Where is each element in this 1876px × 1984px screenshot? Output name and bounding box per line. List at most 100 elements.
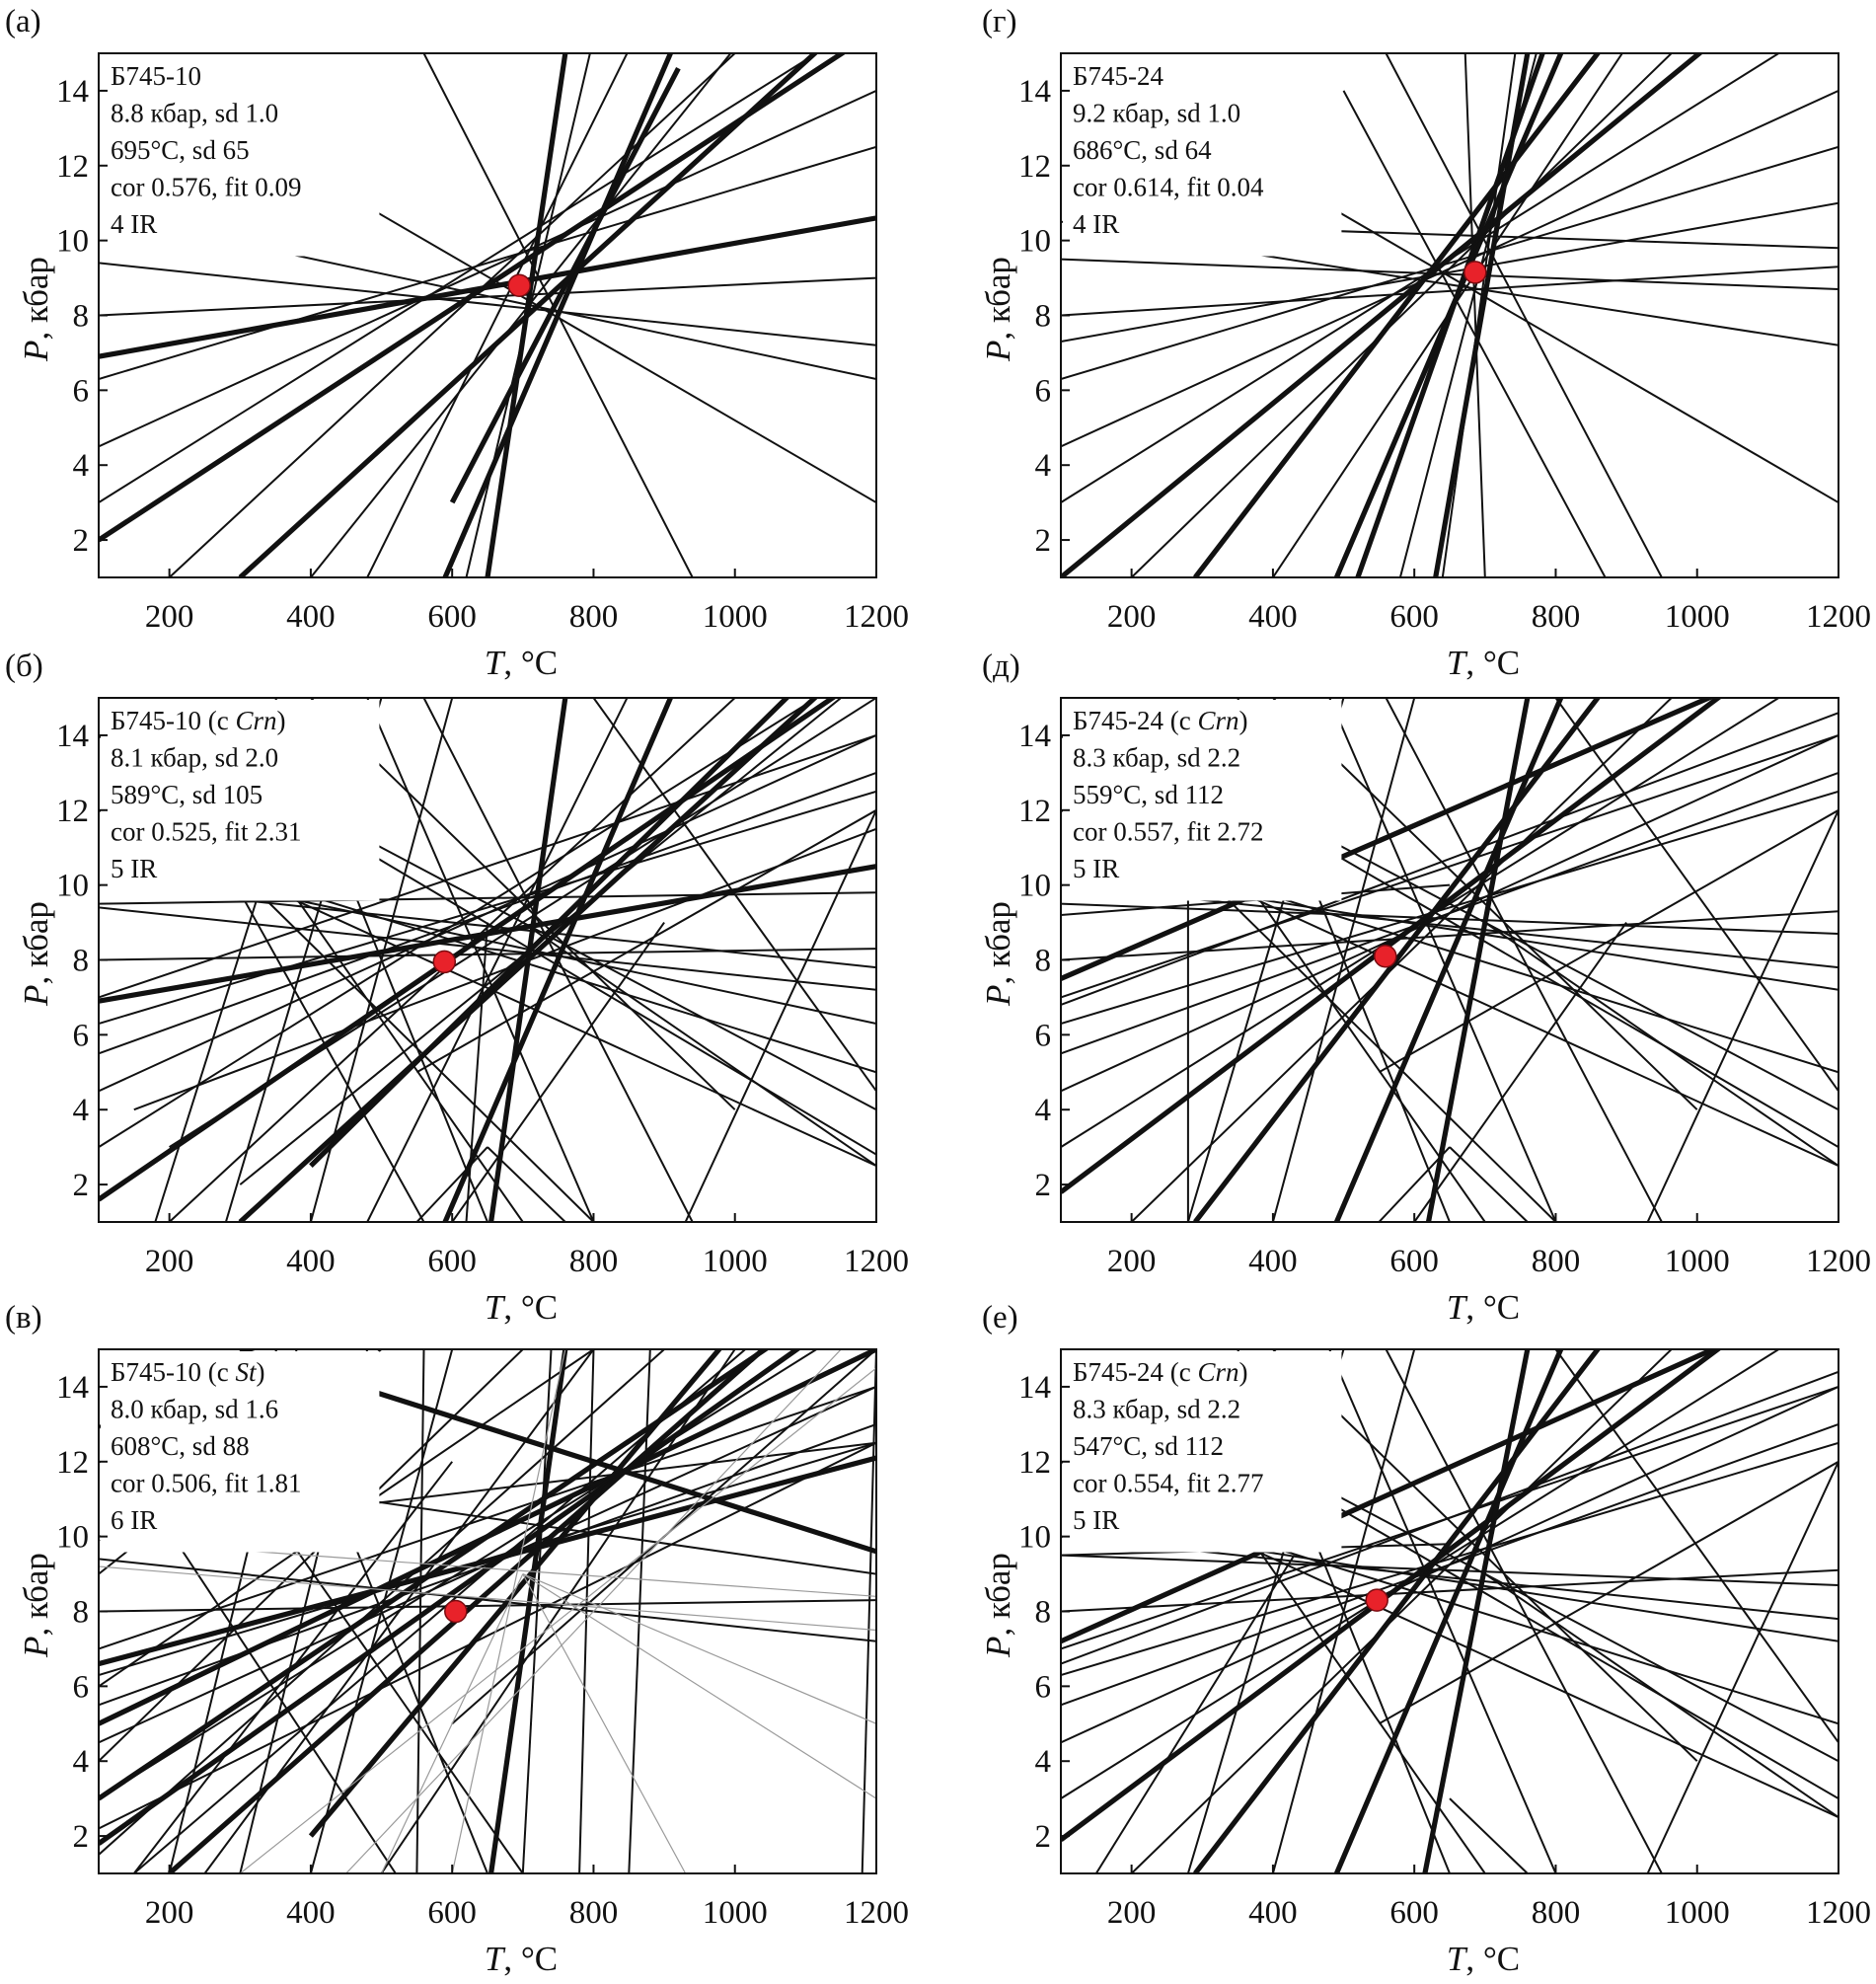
y-tick-label: 12 [1018,149,1051,185]
x-tick-label: 800 [1532,599,1581,635]
reaction-line-21 [133,827,876,1111]
x-tick-label: 800 [569,599,619,635]
y-tick-label: 10 [1018,1520,1051,1556]
reaction-line-30 [1378,1460,1838,1725]
reaction-line-43 [522,1573,876,1724]
x-tick-label: 600 [1389,599,1439,635]
reaction-line-10 [1385,53,1663,577]
y-tick-label: 10 [1018,869,1051,904]
info-line-4: cor 0.554, fit 2.77 [1073,1469,1263,1498]
reaction-line-33 [1413,922,1627,1222]
reaction-line-10 [99,1558,876,1642]
reaction-line-35 [1094,1555,1296,1873]
reaction-line-7 [1061,1554,1838,1586]
reaction-line-3 [1334,1349,1564,1873]
reaction-line-20 [1272,1349,1698,1762]
reaction-line-43 [415,1146,488,1222]
y-tick-label: 6 [73,1669,90,1705]
reaction-line-12 [99,53,819,503]
reaction-line-4 [485,53,568,577]
result-point [432,950,457,974]
reaction-line-42 [522,1573,876,1799]
result-point [1365,1588,1388,1612]
info-box-bg [1063,55,1342,257]
reaction-line-9 [225,883,876,1025]
y-tick-label: 14 [56,1370,89,1406]
reaction-line-16 [1061,771,1838,1055]
y-tick-label: 12 [1018,794,1051,829]
reaction-line-40 [239,1367,876,1873]
reaction-line-14 [99,790,876,1025]
result-info-box: Б745-24 (с Crn) 8.3 кбар, sd 2.2 559°C, sd… [1063,700,1342,901]
info-line-5: 6 IR [111,1505,157,1535]
result-info-box: Б745-24 9.2 кбар, sd 1.0 686°C, sd 64 cor 0… [1063,55,1342,257]
panel-label: (е) [982,1300,1018,1335]
y-tick-label: 2 [1035,1819,1052,1855]
info-line-1: Б745-10 (с St) [111,1357,265,1387]
y-tick-label: 4 [1035,1093,1052,1128]
reaction-line-41 [380,1573,524,1873]
x-tick-label: 600 [1389,1895,1439,1931]
x-axis-title: T, °C [485,1288,558,1327]
reaction-line-11 [422,698,694,1222]
reaction-line-18 [99,771,876,1055]
reaction-line-16 [366,698,629,1222]
x-tick-label: 800 [1532,1244,1581,1279]
y-tick-label: 6 [73,373,90,409]
reaction-line-14 [99,145,876,380]
reaction-line-32 [1378,808,1838,1074]
x-tick-label: 1000 [703,1244,768,1279]
info-line-5: 4 IR [1073,209,1119,239]
reaction-line-9 [1258,1460,1838,1799]
y-tick-label: 4 [1035,448,1052,484]
y-tick-label: 8 [73,1595,90,1631]
reaction-line-4 [488,1349,568,1873]
reaction-line-13 [1061,790,1838,1025]
y-tick-label: 14 [56,719,89,754]
x-tick-label: 600 [427,599,477,635]
reaction-line-13 [99,89,876,448]
reaction-line-16 [310,53,732,577]
info-line-1: Б745-24 (с Crn) [1073,1357,1248,1387]
y-tick-label: 12 [1018,1445,1051,1481]
reaction-line-17 [99,733,876,999]
x-tick-label: 1000 [1665,1895,1730,1931]
reaction-line-35 [239,891,425,1222]
result-info-box: Б745-10 8.8 кбар, sd 1.0 695°C, sd 65 cor 0… [101,55,380,257]
y-tick-label: 14 [1018,1370,1051,1406]
reaction-line-26 [310,698,736,1110]
x-tick-label: 600 [1389,1244,1439,1279]
info-box-bg [101,55,380,257]
x-axis-title: T, °C [485,644,558,682]
x-tick-label: 200 [145,599,194,635]
reaction-line-3 [1355,53,1545,577]
info-line-4: cor 0.576, fit 0.09 [111,173,301,202]
y-tick-label: 10 [1018,224,1051,260]
reaction-line-39 [99,1565,876,1632]
reaction-line-9 [225,239,876,380]
reaction-line-15 [1130,53,1674,577]
info-line-1: Б745-24 [1073,61,1163,91]
x-tick-label: 400 [1248,1244,1298,1279]
y-tick-label: 4 [73,1093,90,1128]
reaction-line-37 [1061,712,1838,1006]
y-tick-label: 6 [1035,373,1052,409]
reaction-line-11 [422,53,694,577]
reaction-line-24 [309,1349,454,1873]
y-tick-label: 4 [1035,1744,1052,1780]
reaction-line-27 [415,1349,425,1873]
y-tick-label: 10 [56,1520,89,1556]
y-tick-label: 4 [73,1744,90,1780]
x-tick-label: 1200 [844,599,909,635]
panel-a: (а) Б745-10 8.8 кбар, sd 1.0 695°C, sd 65 c… [5,4,909,682]
x-axis-title: T, °C [1447,1940,1520,1978]
result-info-box: Б745-24 (с Crn) 8.3 кбар, sd 2.2 547°C, sd… [1063,1351,1342,1553]
info-line-4: cor 0.506, fit 1.81 [111,1469,301,1498]
reaction-line-28 [1484,1572,1838,1818]
info-line-3: 547°C, sd 112 [1073,1431,1224,1461]
reaction-line-6 [308,1349,723,1838]
plot-area: Б745-10 (с St) 8.0 кбар, sd 1.6 608°C, sd … [56,1348,909,1931]
reaction-line-32 [380,1349,736,1873]
reaction-line-7 [99,948,876,961]
